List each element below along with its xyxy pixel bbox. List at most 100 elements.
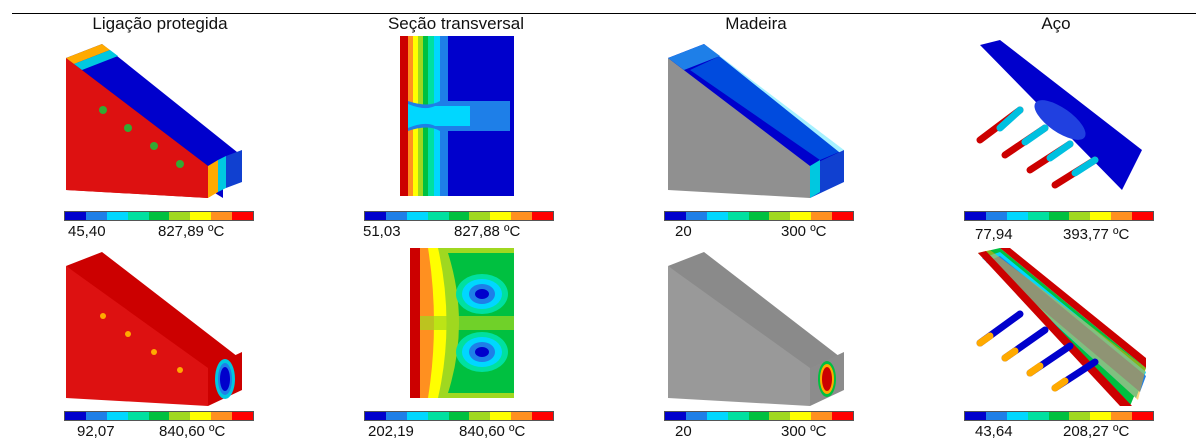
colorbar-segment (1090, 212, 1112, 220)
scale-max-ligacao-row1: 827,89 ºC (158, 223, 225, 240)
colorbar-segment (706, 212, 728, 220)
steel-bolts (976, 106, 1099, 189)
colorbar-segment (769, 412, 791, 420)
colorbar-segment (769, 212, 791, 220)
colorbar-segment (448, 212, 470, 220)
colorbar-segment (811, 212, 833, 220)
panel-aco-row1 (960, 40, 1150, 200)
colorbar-segment (1048, 212, 1070, 220)
colorbar-segment (148, 212, 170, 220)
colorbar-segment (1027, 212, 1049, 220)
colorbar-segment (832, 212, 854, 220)
colorbar-segment (427, 212, 449, 220)
colorbar-ligacao-row1 (64, 211, 254, 221)
colorbar-segment (665, 412, 686, 420)
colorbar-segment (985, 412, 1007, 420)
colorbar-segment (511, 212, 533, 220)
colorbar-segment (1069, 412, 1091, 420)
colorbar-segment (232, 412, 254, 420)
colorbar-segment (148, 412, 170, 420)
colorbar-aco-row1 (964, 211, 1154, 221)
colorbar-segment (985, 212, 1007, 220)
colorbar-segment (169, 412, 191, 420)
scale-min-aco-row2: 43,64 (975, 423, 1013, 440)
colorbar-segment (665, 212, 686, 220)
scale-max-madeira-row2: 300 ºC (781, 423, 827, 440)
top-rule (12, 13, 1196, 14)
column-title-ligacao: Ligação protegida (92, 14, 228, 33)
scale-max-madeira-row1: 300 ºC (781, 223, 827, 240)
column-title-madeira: Madeira (725, 14, 787, 33)
colorbar-segment (190, 412, 212, 420)
colorbar-segment (790, 212, 812, 220)
colorbar-segment (832, 412, 854, 420)
scale-min-madeira-row1: 20 (675, 223, 692, 240)
colorbar-secao-row2 (364, 411, 554, 421)
steel-bolts-row2 (976, 310, 1099, 392)
colorbar-segment (1111, 212, 1133, 220)
column-title-aco: Aço (1041, 14, 1071, 33)
colorbar-segment (169, 212, 191, 220)
colorbar-segment (65, 212, 86, 220)
colorbar-segment (685, 412, 707, 420)
panel-ligacao-row1-face (58, 40, 248, 200)
panel-madeira-row1 (660, 40, 850, 200)
colorbar-segment (811, 412, 833, 420)
colorbar-segment (790, 412, 812, 420)
colorbar-segment (748, 412, 770, 420)
colorbar-madeira-row2 (664, 411, 854, 421)
colorbar-segment (685, 212, 707, 220)
colorbar-segment (211, 212, 233, 220)
colorbar-segment (85, 412, 107, 420)
colorbar-segment (965, 412, 986, 420)
colorbar-segment (385, 212, 407, 220)
colorbar-segment (965, 212, 986, 220)
colorbar-segment (748, 212, 770, 220)
scale-max-aco-row1: 393,77 ºC (1063, 226, 1130, 243)
colorbar-segment (406, 412, 428, 420)
colorbar-segment (1006, 212, 1028, 220)
scale-max-secao-row1: 827,88 ºC (454, 223, 521, 240)
colorbar-segment (706, 412, 728, 420)
colorbar-segment (511, 412, 533, 420)
colorbar-segment (406, 212, 428, 220)
colorbar-segment (232, 212, 254, 220)
colorbar-aco-row2 (964, 411, 1154, 421)
colorbar-segment (85, 212, 107, 220)
scale-max-ligacao-row2: 840,60 ºC (159, 423, 226, 440)
colorbar-segment (1132, 212, 1154, 220)
colorbar-segment (1069, 212, 1091, 220)
colorbar-ligacao-row2 (64, 411, 254, 421)
column-title-secao: Seção transversal (387, 14, 525, 33)
colorbar-segment (211, 412, 233, 420)
scale-min-aco-row1: 77,94 (975, 226, 1013, 243)
colorbar-segment (1111, 412, 1133, 420)
colorbar-segment (448, 412, 470, 420)
colorbar-segment (1027, 412, 1049, 420)
colorbar-segment (385, 412, 407, 420)
colorbar-segment (127, 412, 149, 420)
colorbar-segment (106, 212, 128, 220)
panel-secao-row2 (410, 248, 514, 398)
colorbar-segment (469, 212, 491, 220)
colorbar-segment (106, 412, 128, 420)
colorbar-segment (427, 412, 449, 420)
colorbar-segment (1048, 412, 1070, 420)
colorbar-segment (365, 212, 386, 220)
colorbar-segment (1132, 412, 1154, 420)
scale-min-madeira-row2: 20 (675, 423, 692, 440)
colorbar-segment (1006, 412, 1028, 420)
panel-aco-row2 (960, 248, 1150, 408)
colorbar-segment (365, 412, 386, 420)
scale-min-ligacao-row1: 45,40 (68, 223, 106, 240)
colorbar-segment (532, 412, 554, 420)
colorbar-segment (469, 412, 491, 420)
scale-min-ligacao-row2: 92,07 (77, 423, 115, 440)
colorbar-segment (490, 212, 512, 220)
panel-secao-row1 (400, 36, 514, 196)
colorbar-secao-row1 (364, 211, 554, 221)
panel-madeira-row2 (660, 248, 850, 408)
colorbar-segment (532, 212, 554, 220)
colorbar-segment (490, 412, 512, 420)
scale-max-aco-row2: 208,27 ºC (1063, 423, 1130, 440)
